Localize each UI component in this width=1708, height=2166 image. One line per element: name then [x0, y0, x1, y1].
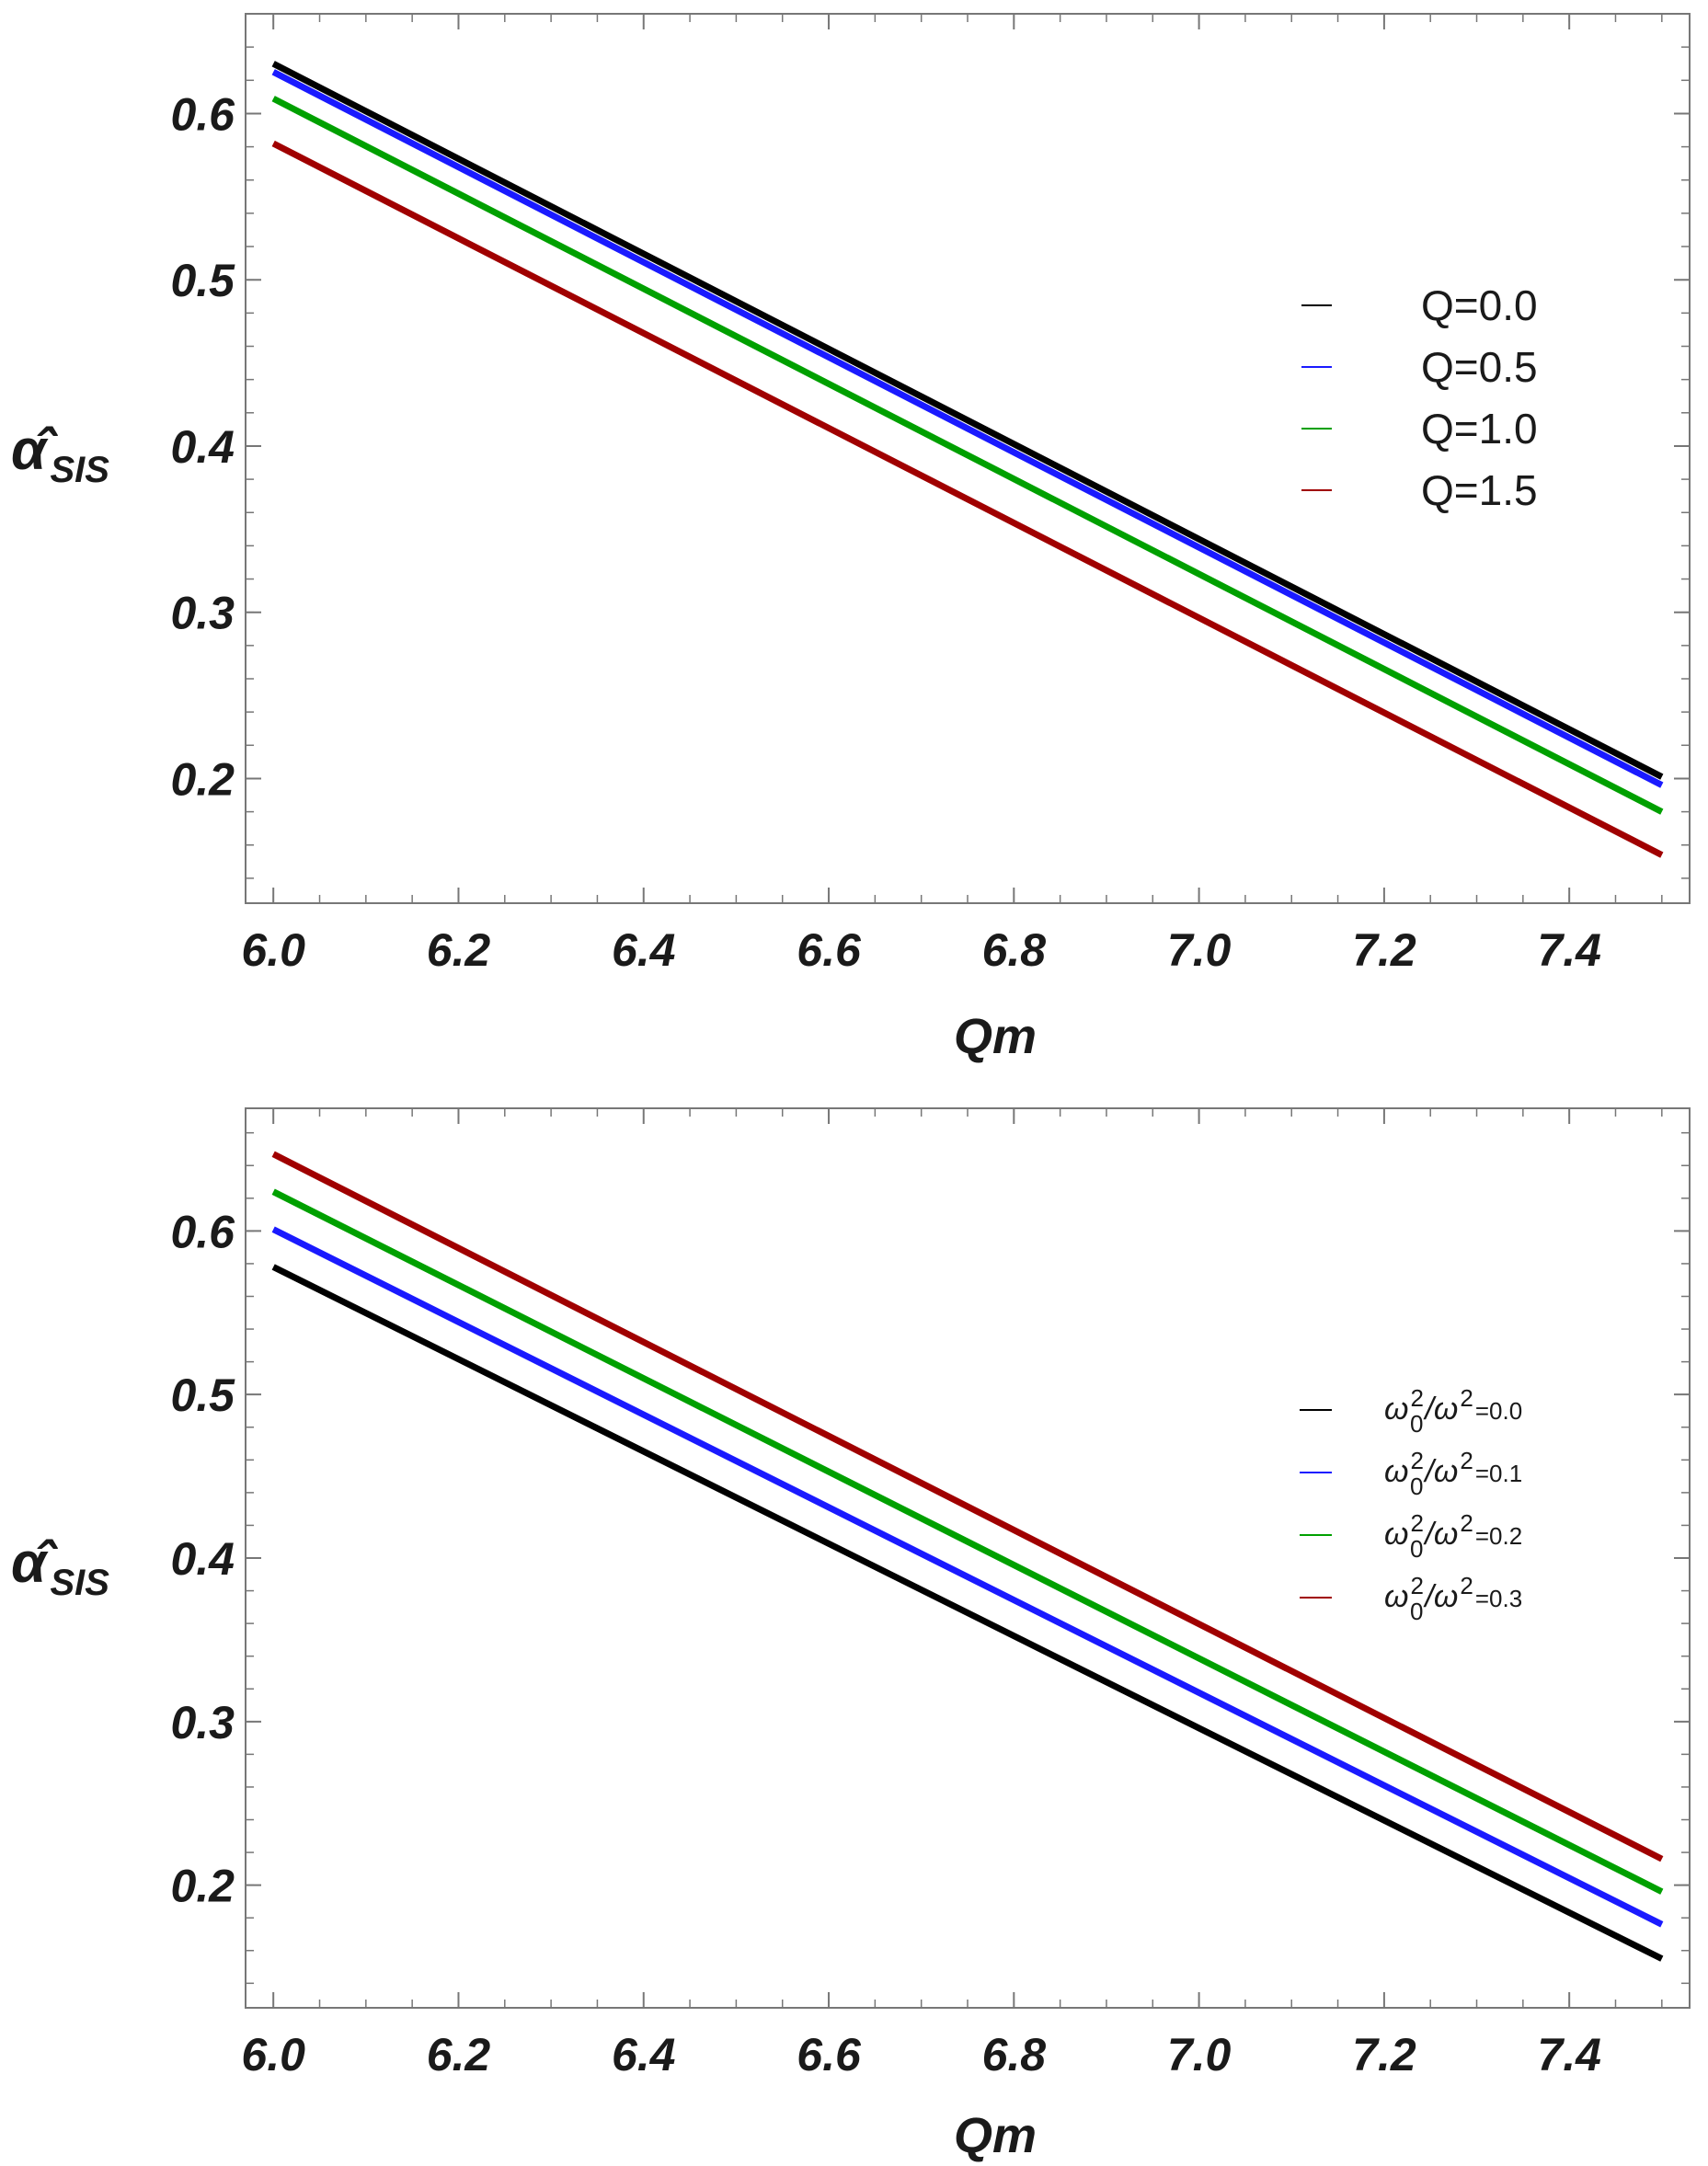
x-tick-label: 6.8	[982, 2029, 1047, 2080]
legend-label-part: 2	[1410, 1572, 1423, 1599]
x-tick-label: 7.4	[1537, 2029, 1601, 2080]
y-axis-label-sub: SIS	[50, 1563, 109, 1603]
legend-label-part: /ω	[1423, 1392, 1458, 1427]
legend-label-part: 2	[1460, 1447, 1473, 1474]
legend-label-part: 2	[1460, 1572, 1473, 1599]
legend-label-part: =0.0	[1475, 1397, 1522, 1425]
x-tick-label: 6.0	[241, 924, 305, 976]
y-axis-label: α̂ SIS	[11, 418, 109, 490]
y-tick-label: 0.3	[170, 588, 235, 639]
x-axis-label: Qm	[954, 1009, 1037, 1064]
series-line-2	[271, 1188, 1664, 1895]
legend-label-part: /ω	[1423, 1454, 1458, 1489]
series-line-1	[271, 1226, 1664, 1928]
legend-label-part: 0	[1410, 1535, 1423, 1563]
legend-label: ω2 0/ω2=0.2	[1384, 1509, 1522, 1563]
legend-label: ω2 0/ω2=0.1	[1384, 1447, 1522, 1500]
y-tick-label: 0.2	[170, 753, 235, 805]
legend-label-part: 2	[1460, 1509, 1473, 1537]
series-line-3	[271, 140, 1664, 858]
legend-label: ω2 0/ω2=0.0	[1384, 1384, 1522, 1438]
legend-label-part: 2	[1410, 1447, 1423, 1474]
series-line-2	[271, 96, 1664, 815]
x-tick-label: 7.0	[1167, 924, 1232, 976]
series-line-3	[271, 1151, 1664, 1862]
legend-label: Q=1.0	[1421, 405, 1538, 453]
legend-label: Q=1.5	[1421, 466, 1538, 514]
legend-label: Q=0.0	[1421, 281, 1538, 329]
x-tick-label: 7.2	[1352, 2029, 1416, 2080]
legend-label-part: ω	[1384, 1579, 1408, 1614]
y-tick-label: 0.6	[170, 1206, 235, 1257]
x-tick-label: 6.4	[612, 2029, 676, 2080]
x-tick-label: 7.4	[1537, 924, 1601, 976]
y-tick-label: 0.5	[170, 1370, 235, 1421]
y-axis-label-sub: SIS	[50, 450, 109, 490]
legend-label-part: 0	[1410, 1473, 1423, 1500]
legend-label-part: 2	[1410, 1384, 1423, 1412]
legend-label-part: ω	[1384, 1517, 1408, 1552]
plot-frame	[245, 1107, 1691, 2009]
y-tick-label: 0.6	[170, 88, 235, 140]
legend-label-part: /ω	[1423, 1579, 1458, 1614]
legend-label-part: /ω	[1423, 1517, 1458, 1552]
series-line-1	[271, 69, 1664, 788]
legend-label-part: ω	[1384, 1392, 1408, 1427]
x-tick-label: 6.2	[427, 924, 491, 976]
legend-label-part: 2	[1410, 1509, 1423, 1537]
x-tick-label: 6.0	[241, 2029, 305, 2080]
legend-label: Q=0.5	[1421, 343, 1538, 391]
legend-label-part: 0	[1410, 1598, 1423, 1625]
x-tick-label: 6.8	[982, 924, 1047, 976]
chart-top: 6.0 6.2 6.4 6.6 6.8 7.0 7.2 7.4 0.2 0.3 0.4 0.5 0.6 Q…	[11, 13, 1691, 1064]
x-tick-label: 7.2	[1352, 924, 1416, 976]
y-tick-label: 0.4	[170, 1533, 235, 1585]
legend-label-part: =0.3	[1475, 1585, 1522, 1612]
x-tick-label: 7.0	[1167, 2029, 1232, 2080]
chart-bottom: 6.0 6.2 6.4 6.6 6.8 7.0 7.2 7.4 0.2 0.3 0.4 0.5 0.6 Q…	[11, 1107, 1691, 2163]
y-tick-label: 0.4	[170, 421, 235, 473]
legend-label-part: 0	[1410, 1410, 1423, 1438]
series-line-0	[271, 61, 1664, 780]
x-axis-label: Qm	[954, 2108, 1037, 2163]
series-line-0	[271, 1264, 1664, 1962]
legend-label: ω2 0/ω2=0.3	[1384, 1572, 1522, 1625]
x-tick-label: 6.6	[797, 924, 862, 976]
x-tick-label: 6.6	[797, 2029, 862, 2080]
legend-label-part: =0.2	[1475, 1522, 1522, 1550]
legend-label-part: =0.1	[1475, 1460, 1522, 1487]
legend-label-part: 2	[1460, 1384, 1473, 1412]
x-tick-label: 6.2	[427, 2029, 491, 2080]
y-axis-label: α̂ SIS	[11, 1531, 109, 1603]
y-tick-label: 0.5	[170, 255, 235, 306]
y-tick-label: 0.3	[170, 1697, 235, 1748]
y-tick-label: 0.2	[170, 1861, 235, 1912]
legend-label-part: ω	[1384, 1454, 1408, 1489]
x-tick-label: 6.4	[612, 924, 676, 976]
